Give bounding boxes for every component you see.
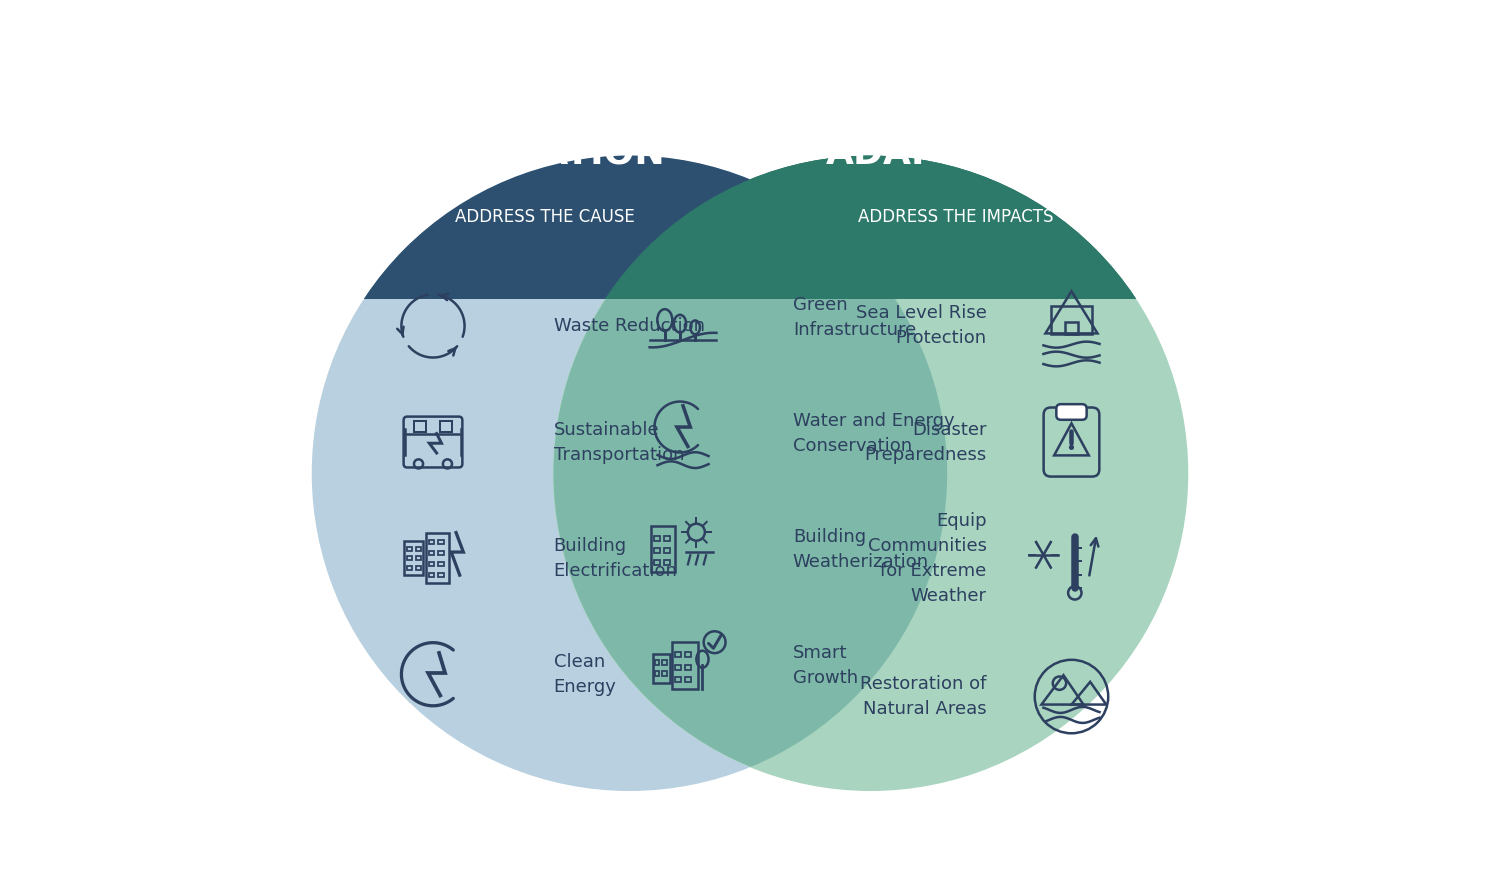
Text: Growth: Growth bbox=[794, 669, 858, 687]
Text: Natural Areas: Natural Areas bbox=[862, 700, 987, 718]
Text: Clean: Clean bbox=[554, 653, 604, 671]
Bar bbox=[686, 677, 692, 682]
Text: Weatherization: Weatherization bbox=[794, 553, 928, 571]
Text: Restoration of: Restoration of bbox=[861, 675, 987, 693]
Text: Green: Green bbox=[794, 296, 847, 313]
Circle shape bbox=[554, 156, 1188, 790]
Bar bbox=[416, 556, 422, 561]
Text: Electrification: Electrification bbox=[554, 562, 678, 580]
Text: ADDRESS THE CAUSE: ADDRESS THE CAUSE bbox=[454, 208, 634, 226]
Bar bbox=[1065, 322, 1078, 334]
Circle shape bbox=[312, 156, 947, 790]
Circle shape bbox=[312, 156, 947, 790]
Circle shape bbox=[312, 156, 947, 790]
Bar bbox=[438, 551, 444, 555]
Text: Building: Building bbox=[794, 528, 865, 546]
Text: for Extreme: for Extreme bbox=[880, 562, 987, 580]
Text: Building: Building bbox=[554, 537, 627, 555]
Bar bbox=[416, 547, 422, 551]
Bar bbox=[416, 565, 422, 570]
Bar bbox=[438, 562, 444, 566]
Bar bbox=[656, 660, 660, 664]
Text: Smart: Smart bbox=[794, 644, 847, 662]
Text: Communities: Communities bbox=[867, 537, 987, 555]
FancyBboxPatch shape bbox=[1056, 405, 1086, 420]
Circle shape bbox=[312, 156, 947, 790]
Bar bbox=[664, 536, 669, 540]
Text: Protection: Protection bbox=[896, 330, 987, 347]
Text: Sea Level Rise: Sea Level Rise bbox=[856, 305, 987, 322]
Bar bbox=[441, 421, 453, 432]
Text: Water and Energy: Water and Energy bbox=[794, 412, 954, 430]
Bar bbox=[675, 677, 681, 682]
Bar bbox=[654, 560, 660, 565]
Bar bbox=[438, 540, 444, 544]
Text: Infrastructure: Infrastructure bbox=[794, 321, 916, 338]
Bar bbox=[1052, 306, 1092, 334]
Text: Conservation: Conservation bbox=[794, 437, 912, 455]
Text: Sustainable: Sustainable bbox=[554, 421, 658, 438]
Text: MITIGATION: MITIGATION bbox=[423, 137, 666, 171]
Text: ADAPTATION: ADAPTATION bbox=[827, 137, 1084, 171]
Bar bbox=[686, 653, 692, 657]
Bar bbox=[652, 654, 669, 683]
Circle shape bbox=[1070, 446, 1074, 449]
Bar bbox=[675, 653, 681, 657]
Bar bbox=[651, 526, 675, 572]
Bar bbox=[686, 664, 692, 670]
Text: Preparedness: Preparedness bbox=[864, 446, 987, 463]
Bar bbox=[408, 556, 413, 561]
Bar bbox=[429, 551, 433, 555]
Bar bbox=[664, 548, 669, 553]
Circle shape bbox=[554, 156, 1188, 790]
Bar bbox=[664, 560, 669, 565]
Bar bbox=[429, 572, 433, 577]
Bar bbox=[429, 562, 433, 566]
Bar bbox=[654, 536, 660, 540]
Bar bbox=[408, 565, 413, 570]
Bar bbox=[672, 641, 698, 689]
Text: Energy: Energy bbox=[554, 678, 616, 696]
Bar bbox=[663, 660, 666, 664]
Text: Waste Reduction: Waste Reduction bbox=[554, 317, 705, 335]
Bar bbox=[429, 540, 433, 544]
Text: Equip: Equip bbox=[936, 512, 987, 530]
Bar bbox=[656, 672, 660, 676]
Bar bbox=[438, 572, 444, 577]
Text: Disaster: Disaster bbox=[912, 421, 987, 438]
Text: Weather: Weather bbox=[910, 587, 987, 605]
Bar bbox=[663, 672, 666, 676]
Bar bbox=[654, 548, 660, 553]
Bar bbox=[675, 664, 681, 670]
Circle shape bbox=[554, 156, 1188, 790]
Bar bbox=[414, 421, 426, 432]
Bar bbox=[426, 533, 448, 583]
Text: ADDRESS THE IMPACTS: ADDRESS THE IMPACTS bbox=[858, 208, 1053, 226]
Text: Transportation: Transportation bbox=[554, 446, 684, 463]
Bar bbox=[408, 547, 413, 551]
Bar bbox=[404, 541, 423, 575]
